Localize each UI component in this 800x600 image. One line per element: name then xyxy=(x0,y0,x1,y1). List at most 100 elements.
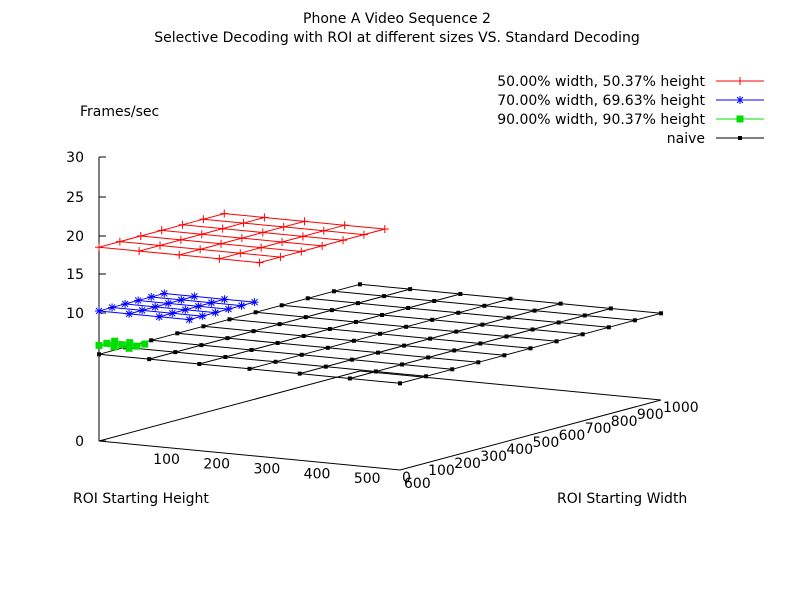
data-point xyxy=(236,249,245,258)
data-point xyxy=(325,345,330,350)
data-point xyxy=(532,308,537,313)
data-point xyxy=(558,301,563,306)
surface-series xyxy=(95,209,389,267)
data-point xyxy=(327,326,332,331)
data-point xyxy=(349,357,354,362)
data-point xyxy=(430,317,435,322)
data-point xyxy=(97,352,101,357)
data-point xyxy=(303,315,308,320)
data-point xyxy=(506,315,511,320)
data-point xyxy=(398,381,402,386)
data-point xyxy=(606,325,611,330)
y-tick-label: 800 xyxy=(611,414,638,430)
data-point xyxy=(305,296,310,301)
data-point xyxy=(458,291,463,296)
series-line xyxy=(128,295,195,315)
series-line xyxy=(98,310,190,321)
data-point xyxy=(147,357,152,362)
data-point xyxy=(318,241,327,250)
data-point xyxy=(199,215,208,224)
data-point xyxy=(134,296,143,305)
legend-label: 50.00% width, 50.37% height xyxy=(497,74,705,90)
data-point xyxy=(275,340,280,345)
data-point xyxy=(380,312,385,317)
x-tick-label: 100 xyxy=(153,452,180,468)
data-point xyxy=(508,296,513,301)
data-point xyxy=(108,303,117,312)
data-point xyxy=(141,340,149,348)
data-point xyxy=(329,308,334,313)
data-point xyxy=(126,339,134,347)
y-tick-label: 900 xyxy=(637,407,664,423)
data-point xyxy=(176,235,185,244)
chart-subtitle: Selective Decoding with ROI at different… xyxy=(154,30,640,46)
data-point xyxy=(400,362,405,367)
data-point xyxy=(173,350,178,355)
data-point xyxy=(249,347,254,352)
data-point xyxy=(227,317,232,322)
series-line xyxy=(98,292,165,312)
data-point xyxy=(224,305,233,314)
z-tick-label: 0 xyxy=(75,434,84,450)
legend-item: 90.00% width, 90.37% height xyxy=(497,112,764,128)
data-point xyxy=(201,324,206,329)
data-point xyxy=(375,350,380,355)
data-point xyxy=(339,236,348,245)
data-point xyxy=(476,360,481,365)
data-point xyxy=(157,226,166,235)
surface-series xyxy=(95,289,259,324)
data-point xyxy=(402,343,407,348)
data-point xyxy=(659,311,663,316)
data-point xyxy=(353,319,358,324)
data-point xyxy=(632,318,637,323)
data-point xyxy=(197,361,202,366)
legend-item: 50.00% width, 50.37% height xyxy=(497,74,764,90)
data-point xyxy=(237,234,246,243)
data-point xyxy=(218,224,227,233)
x-tick-label: 500 xyxy=(354,471,381,487)
data-point xyxy=(220,209,229,218)
y-tick-label: 100 xyxy=(428,463,455,479)
x-tick-label: 600 xyxy=(404,476,431,492)
data-point xyxy=(582,313,587,318)
data-point xyxy=(260,213,269,222)
data-point xyxy=(408,287,413,292)
data-point xyxy=(554,339,559,344)
data-point xyxy=(432,298,437,303)
data-point xyxy=(175,331,180,336)
series-line xyxy=(138,299,229,310)
data-point xyxy=(482,303,487,308)
data-point xyxy=(478,341,483,346)
data-point xyxy=(178,220,187,229)
x-axis-label: ROI Starting Height xyxy=(73,491,209,507)
data-point xyxy=(556,320,561,325)
axis-edge xyxy=(399,399,662,471)
data-point xyxy=(279,222,288,231)
data-point xyxy=(151,302,160,311)
data-point xyxy=(223,354,228,359)
data-point xyxy=(160,289,169,298)
data-point xyxy=(347,376,352,381)
y-tick-label: 500 xyxy=(533,435,560,451)
data-point xyxy=(177,295,186,304)
data-point xyxy=(299,352,304,357)
data-point xyxy=(225,336,230,341)
data-point xyxy=(424,374,429,379)
data-point xyxy=(95,243,103,252)
data-point xyxy=(528,346,533,351)
data-point xyxy=(211,308,220,317)
legend-label: 70.00% width, 69.63% height xyxy=(497,93,705,109)
data-point xyxy=(155,312,164,321)
x-tick-label: 200 xyxy=(203,457,230,473)
data-point xyxy=(359,230,368,239)
data-point xyxy=(255,258,264,267)
data-point xyxy=(149,338,154,343)
data-point xyxy=(298,232,307,241)
data-point xyxy=(502,353,507,358)
data-point xyxy=(301,333,306,338)
data-point xyxy=(168,309,177,318)
legend-label: 90.00% width, 90.37% height xyxy=(497,112,705,128)
legend-item: naive xyxy=(667,131,764,147)
data-point xyxy=(95,306,103,315)
surface-series xyxy=(95,337,149,352)
